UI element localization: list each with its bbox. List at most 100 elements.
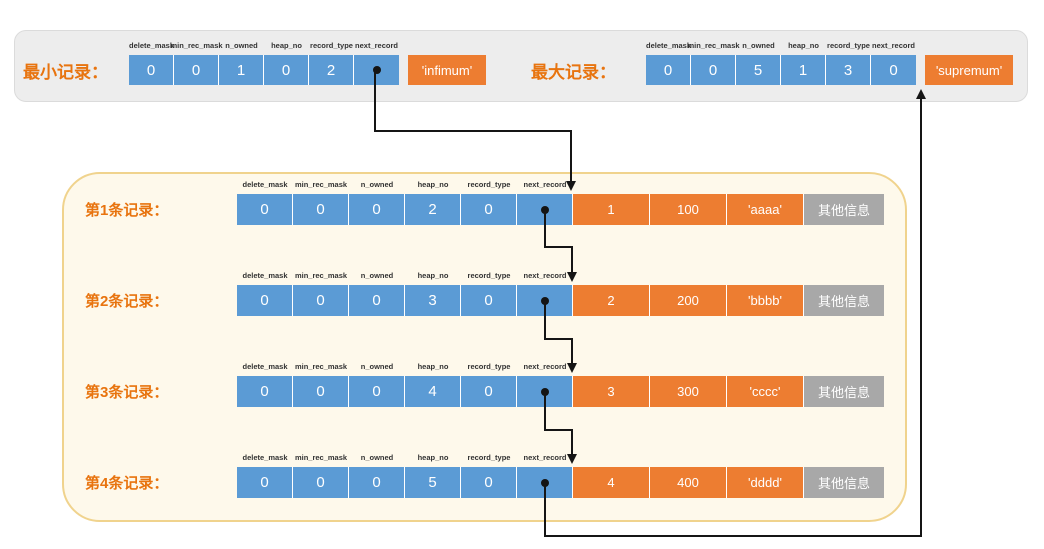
field-header-n-owned: n_owned xyxy=(360,271,394,280)
field-header-heap-no: heap_no xyxy=(417,362,449,371)
record-cell-row: 0 0 0 3 0 2 200 'bbbb' 其他信息 xyxy=(237,285,884,316)
field-header-next-record: next_record xyxy=(872,41,915,50)
other-info-cell: 其他信息 xyxy=(804,467,884,498)
field-header-row: delete_mask min_rec_mask n_owned heap_no… xyxy=(646,41,916,50)
min-record-cell-row: 0 0 1 0 2 xyxy=(129,55,399,85)
field-header-min-rec-mask: min_rec_mask xyxy=(294,271,348,280)
n-owned-cell: 5 xyxy=(736,55,781,85)
max-record-cells: delete_mask min_rec_mask n_owned heap_no… xyxy=(646,41,1013,85)
heap-no-cell: 3 xyxy=(405,285,461,316)
max-record-group: 最大记录： delete_mask min_rec_mask n_owned h… xyxy=(531,41,1013,85)
next-record-cell xyxy=(517,285,573,316)
field-header-n-owned: n_owned xyxy=(742,41,775,50)
field-header-next-record: next_record xyxy=(523,362,567,371)
record-cells: delete_mask min_rec_mask n_owned heap_no… xyxy=(237,180,884,225)
record-row: 第4条记录： delete_mask min_rec_mask n_owned … xyxy=(85,453,905,498)
record-cells: delete_mask min_rec_mask n_owned heap_no… xyxy=(237,362,884,407)
next-record-pointer-dot xyxy=(540,205,549,214)
primary-key-cell: 3 xyxy=(573,376,650,407)
record-row: 第3条记录： delete_mask min_rec_mask n_owned … xyxy=(85,362,905,407)
delete-mask-cell: 0 xyxy=(237,376,293,407)
field-header-n-owned: n_owned xyxy=(360,453,394,462)
delete-mask-cell: 0 xyxy=(237,194,293,225)
column-value-cell: 'dddd' xyxy=(727,467,804,498)
column-value-cell: 200 xyxy=(650,285,727,316)
field-header-record-type: record_type xyxy=(467,362,511,371)
primary-key-cell: 1 xyxy=(573,194,650,225)
field-header-n-owned: n_owned xyxy=(360,180,394,189)
n-owned-cell: 0 xyxy=(349,376,405,407)
record-label: 第4条记录： xyxy=(85,475,169,492)
other-info-cell: 其他信息 xyxy=(804,285,884,316)
field-header-min-rec-mask: min_rec_mask xyxy=(687,41,740,50)
next-record-pointer-dot xyxy=(540,478,549,487)
record-cells: delete_mask min_rec_mask n_owned heap_no… xyxy=(237,271,884,316)
field-header-heap-no: heap_no xyxy=(271,41,302,50)
min-record-label: 最小记录： xyxy=(23,62,108,82)
next-record-cell xyxy=(517,467,573,498)
field-header-min-rec-mask: min_rec_mask xyxy=(294,453,348,462)
record-type-cell: 0 xyxy=(461,194,517,225)
field-header-next-record: next_record xyxy=(523,180,567,189)
field-header-delete-mask: delete_mask xyxy=(242,180,288,189)
record-type-cell: 0 xyxy=(461,285,517,316)
record-row: 第2条记录： delete_mask min_rec_mask n_owned … xyxy=(85,271,905,316)
record-label: 第1条记录： xyxy=(85,202,169,219)
field-header-record-type: record_type xyxy=(467,453,511,462)
n-owned-cell: 0 xyxy=(349,467,405,498)
field-header-record-type: record_type xyxy=(827,41,870,50)
column-value-cell: 'aaaa' xyxy=(727,194,804,225)
field-header-row: delete_mask min_rec_mask n_owned heap_no… xyxy=(237,362,573,371)
next-record-cell xyxy=(517,194,573,225)
heap-no-cell: 1 xyxy=(781,55,826,85)
min-record-group: 最小记录： delete_mask min_rec_mask n_owned h… xyxy=(23,41,486,85)
min-rec-mask-cell: 0 xyxy=(293,376,349,407)
field-header-heap-no: heap_no xyxy=(788,41,819,50)
delete-mask-cell: 0 xyxy=(237,285,293,316)
max-record-label: 最大记录： xyxy=(531,62,616,82)
field-header-delete-mask: delete_mask xyxy=(242,453,288,462)
field-header-row: delete_mask min_rec_mask n_owned heap_no… xyxy=(237,271,573,280)
field-header-min-rec-mask: min_rec_mask xyxy=(294,362,348,371)
field-header-record-type: record_type xyxy=(467,180,511,189)
column-value-cell: 300 xyxy=(650,376,727,407)
n-owned-cell: 0 xyxy=(349,285,405,316)
min-record-cells: delete_mask min_rec_mask n_owned heap_no… xyxy=(129,41,486,85)
field-header-heap-no: heap_no xyxy=(417,453,449,462)
field-header-delete-mask: delete_mask xyxy=(645,41,692,50)
next-record-cell: 0 xyxy=(871,55,916,85)
n-owned-cell: 1 xyxy=(219,55,264,85)
column-value-cell: 100 xyxy=(650,194,727,225)
primary-key-cell: 2 xyxy=(573,285,650,316)
min-rec-mask-cell: 0 xyxy=(293,194,349,225)
next-record-pointer-dot xyxy=(540,387,549,396)
heap-no-cell: 2 xyxy=(405,194,461,225)
column-value-cell: 'cccc' xyxy=(727,376,804,407)
field-header-next-record: next_record xyxy=(523,271,567,280)
delete-mask-cell: 0 xyxy=(237,467,293,498)
record-type-cell: 2 xyxy=(309,55,354,85)
next-record-pointer-dot xyxy=(372,66,381,74)
delete-mask-cell: 0 xyxy=(129,55,174,85)
record-type-cell: 0 xyxy=(461,467,517,498)
infimum-name-cell: 'infimum' xyxy=(408,55,486,85)
field-header-record-type: record_type xyxy=(467,271,511,280)
field-header-min-rec-mask: min_rec_mask xyxy=(294,180,348,189)
other-info-cell: 其他信息 xyxy=(804,376,884,407)
field-header-delete-mask: delete_mask xyxy=(242,362,288,371)
record-cell-row: 0 0 0 2 0 1 100 'aaaa' 其他信息 xyxy=(237,194,884,225)
record-label: 第2条记录： xyxy=(85,293,169,310)
next-record-pointer-dot xyxy=(540,296,549,305)
record-cell-row: 0 0 0 4 0 3 300 'cccc' 其他信息 xyxy=(237,376,884,407)
record-row: 第1条记录： delete_mask min_rec_mask n_owned … xyxy=(85,180,905,225)
min-rec-mask-cell: 0 xyxy=(293,467,349,498)
heap-no-cell: 4 xyxy=(405,376,461,407)
field-header-record-type: record_type xyxy=(310,41,353,50)
min-rec-mask-cell: 0 xyxy=(174,55,219,85)
field-header-row: delete_mask min_rec_mask n_owned heap_no… xyxy=(129,41,399,50)
field-header-n-owned: n_owned xyxy=(225,41,258,50)
min-rec-mask-cell: 0 xyxy=(293,285,349,316)
field-header-heap-no: heap_no xyxy=(417,271,449,280)
record-cell-row: 0 0 0 5 0 4 400 'dddd' 其他信息 xyxy=(237,467,884,498)
